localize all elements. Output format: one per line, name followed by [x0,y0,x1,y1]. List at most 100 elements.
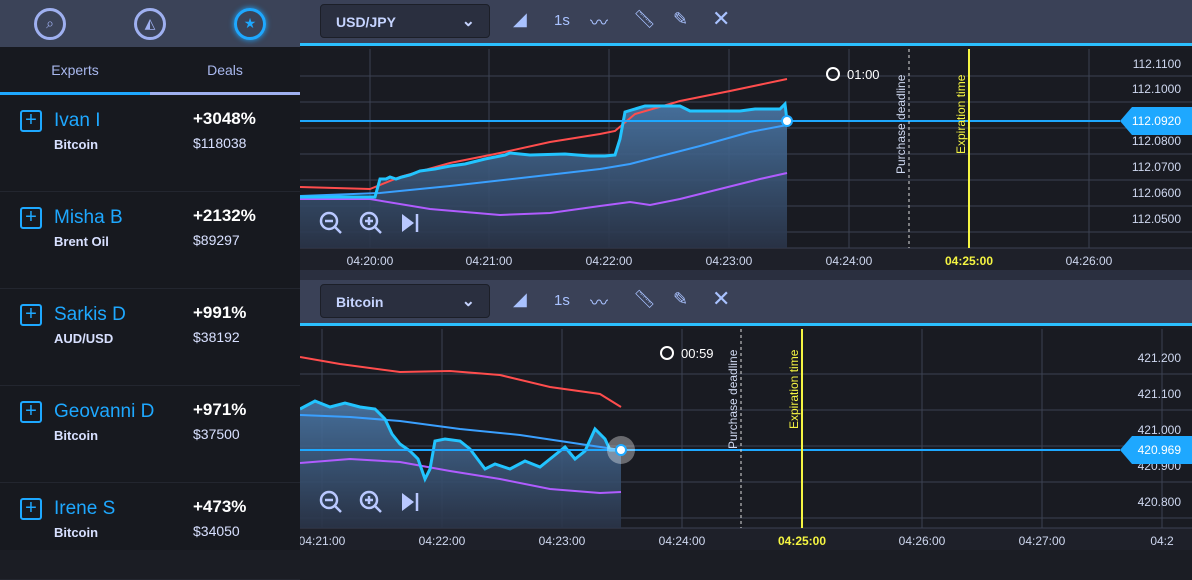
expert-asset: Bitcoin [54,137,99,152]
add-expert-button[interactable]: + [20,304,42,326]
expert-asset: Brent Oil [54,234,109,249]
purchase-deadline-label: Purchase deadline [894,74,908,174]
y-tick-label: 421.100 [1138,387,1182,401]
y-tick-label: 112.1000 [1132,82,1181,96]
price-area [300,401,621,528]
pencil-icon[interactable]: ✎ [673,9,689,29]
chart-type-icon[interactable]: ◢ [513,9,527,29]
add-expert-button[interactable]: + [20,207,42,229]
x-tick-label: 04:21:00 [300,534,346,548]
x-tick-label: 04:25:00 [778,534,826,548]
expert-item[interactable]: + Ivan I Bitcoin +3048% $118038 [0,95,300,192]
timer: 00:59 [681,346,714,361]
star-badge-icon[interactable]: ★ [234,7,266,40]
skip-to-end-icon[interactable] [402,493,419,511]
timer: 01:00 [847,67,880,82]
zoom-controls [319,211,419,234]
y-tick-label: 421.200 [1138,351,1182,365]
add-expert-button[interactable]: + [20,401,42,423]
add-expert-button[interactable]: + [20,110,42,132]
purchase-deadline-label: Purchase deadline [726,349,740,449]
x-tick-label: 04:24:00 [826,254,873,268]
chart-panel-bitcoin: Bitcoin ⌄ ◢ 1s 〰 📏︎ ✎ ✕ Purchase deadline… [300,280,1192,550]
y-tick-label: 112.1100 [1133,57,1182,71]
interval-button[interactable]: 1s [554,292,570,309]
y-tick-label: 112.0600 [1132,186,1181,200]
current-point [781,115,793,127]
zoom-out-icon[interactable] [319,490,342,513]
ruler-icon[interactable]: 📏︎ [633,9,656,29]
signals-icon[interactable]: ◭ [134,7,166,40]
sidebar-tabs: Experts Deals [0,47,300,95]
pencil-icon[interactable]: ✎ [673,289,689,309]
expert-name: Irene S [54,498,116,519]
x-tick-label: 04:2 [1150,534,1174,548]
expert-name: Sarkis D [54,304,126,325]
zoom-controls [319,490,419,513]
expert-item[interactable]: + Geovanni D Bitcoin +971% $37500 [0,386,300,483]
expiration-label: Expiration time [954,74,968,154]
chart-type-icon[interactable]: ◢ [513,289,527,309]
x-tick-label: 04:24:00 [659,534,706,548]
sidebar-top-icons: ⌕ ◭ ★ [0,0,300,47]
expert-profit-percent: +991% [193,303,247,322]
expert-item[interactable]: + Sarkis D AUD/USD +991% $38192 [0,289,300,386]
expert-profit-amount: $118038 [193,135,247,151]
y-tick-label: 112.0500 [1132,212,1181,226]
close-icon[interactable]: ✕ [712,286,731,311]
current-point [615,444,627,456]
ruler-icon[interactable]: 📏︎ [633,289,656,309]
x-tick-label: 04:26:00 [1066,254,1113,268]
indicators-icon[interactable]: 〰 [590,13,608,33]
expert-profit-amount: $34050 [193,523,240,539]
asset-select-value: Bitcoin [336,294,384,310]
current-price-tag [1120,107,1192,135]
asset-select[interactable]: USD/JPY ⌄ [320,4,490,38]
x-axis [300,528,1192,550]
tab-experts[interactable]: Experts [51,62,99,78]
chevron-down-icon: ⌄ [461,13,475,30]
asset-select[interactable]: Bitcoin ⌄ [320,284,490,318]
chart-toolbar: Bitcoin ⌄ ◢ 1s 〰 📏︎ ✎ ✕ [300,280,1192,326]
expert-item[interactable]: + Irene S Bitcoin +473% $34050 [0,483,300,580]
add-expert-button[interactable]: + [20,498,42,520]
expert-profit-amount: $37500 [193,426,240,442]
analytics-icon[interactable]: ⌕ [34,7,66,40]
price-line [300,100,789,199]
indicators-icon[interactable]: 〰 [590,293,608,313]
x-tick-label: 04:26:00 [899,534,946,548]
chart-panel-usdjpy: USD/JPY ⌄ ◢ 1s 〰 📏︎ ✎ ✕ Purchase deadline… [300,0,1192,270]
x-axis [300,248,1192,270]
current-price-label: 112.0920 [1132,114,1181,128]
expert-asset: Bitcoin [54,525,99,540]
price-line [300,399,621,483]
zoom-in-icon[interactable] [359,490,382,513]
chart-toolbar: USD/JPY ⌄ ◢ 1s 〰 📏︎ ✎ ✕ [300,0,1192,46]
price-chart[interactable]: Purchase deadline Expiration time 00:59 421… [300,329,1192,550]
expert-item[interactable]: + Misha B Brent Oil +2132% $89297 [0,192,300,289]
interval-button[interactable]: 1s [554,12,570,29]
moving-average-slow [300,457,622,495]
x-tick-label: 04:21:00 [466,254,513,268]
expert-profit-percent: +473% [193,497,247,516]
sidebar: ⌕ ◭ ★ Experts Deals + Ivan I Bitcoin +30… [0,0,300,580]
x-tick-label: 04:25:00 [945,254,993,268]
moving-average-slow [300,172,788,217]
price-chart[interactable]: Purchase deadline Expiration time 01:00 112… [300,49,1192,270]
moving-average-fast [300,356,622,408]
tab-deals[interactable]: Deals [207,62,243,78]
moving-average-mid [300,124,788,197]
x-tick-label: 04:23:00 [706,254,753,268]
moving-average-mid [300,414,622,451]
clock-icon [826,67,840,81]
expert-profit-percent: +3048% [193,109,256,128]
chevron-down-icon: ⌄ [461,293,475,310]
expert-profit-amount: $89297 [193,232,240,248]
zoom-in-icon[interactable] [359,211,382,234]
zoom-out-icon[interactable] [319,211,342,234]
y-tick-label: 112.0700 [1132,160,1181,174]
x-tick-label: 04:20:00 [347,254,394,268]
x-tick-label: 04:23:00 [539,534,586,548]
skip-to-end-icon[interactable] [402,214,419,232]
close-icon[interactable]: ✕ [712,6,731,31]
